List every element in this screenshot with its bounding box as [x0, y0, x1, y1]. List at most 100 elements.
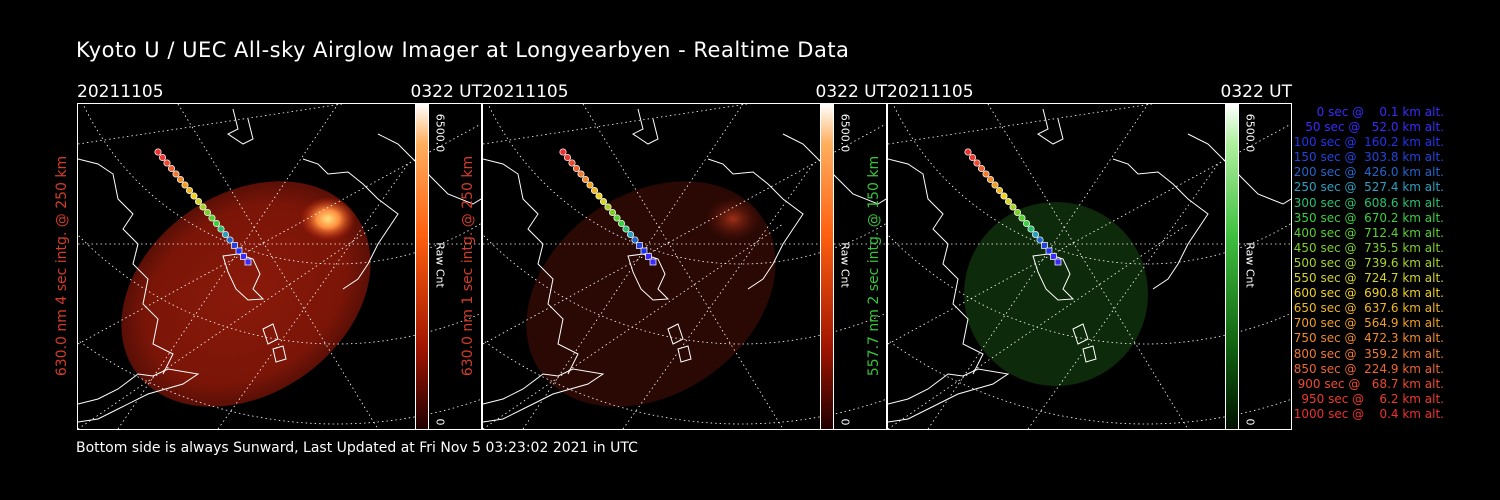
meridian-line [217, 163, 409, 429]
meridian-line [987, 104, 1189, 429]
legend-item: 550 sec @ 724.7 km alt. [1289, 271, 1444, 286]
trajectory-point [640, 247, 648, 255]
trajectory-point [586, 181, 594, 189]
legend-item: 450 sec @ 735.5 km alt. [1289, 240, 1444, 255]
meridian-line [582, 104, 784, 429]
trajectory-point [190, 192, 198, 200]
trajectory-point [231, 242, 238, 249]
trajectory-point [649, 258, 657, 266]
meridian-line [888, 104, 1155, 145]
panel-1-wavelength-label: 630.0 nm 4 sec intg. @ 250 km [52, 103, 72, 428]
coastline [302, 158, 399, 290]
trajectory-point [240, 253, 247, 260]
legend-item: 700 sec @ 564.9 km alt. [1289, 316, 1444, 331]
panel-2-colorbar-min-text: 0 [838, 418, 852, 426]
coastline [707, 158, 804, 290]
trajectory-legend: 0 sec @ 0.1 km alt. 50 sec @ 52.0 km alt… [1252, 105, 1444, 422]
trajectory-point [185, 186, 194, 195]
legend-item: 950 sec @ 6.2 km alt. [1297, 391, 1444, 406]
trajectory-point [217, 225, 225, 233]
trajectory-point [608, 208, 617, 217]
panel-2-wavelength-label: 630.0 nm 1 sec intg. @ 250 km [458, 103, 478, 428]
trajectory-point [221, 230, 230, 239]
map-overlay [78, 104, 481, 429]
panel-3-sky-map [888, 104, 1291, 429]
coastline [1112, 158, 1209, 290]
trajectory-point [986, 175, 995, 184]
trajectory-point [1027, 225, 1035, 233]
trajectory-point [199, 203, 207, 211]
page-title: Kyoto U / UEC All-sky Airglow Imager at … [76, 38, 850, 62]
coastline [78, 158, 174, 375]
map-overlay [483, 104, 886, 429]
coastline [888, 158, 984, 375]
meridian-line [78, 123, 481, 345]
coastline [78, 368, 200, 423]
map-overlay [888, 104, 1291, 429]
trajectory-point [208, 214, 216, 222]
meridian-line [177, 104, 379, 429]
trajectory-point [235, 247, 243, 255]
coastline [782, 133, 886, 205]
panel-1-time: 0322 UT [410, 82, 483, 102]
panel-2-time: 0322 UT [815, 82, 888, 102]
coastline [377, 133, 481, 205]
trajectory-point [973, 159, 981, 167]
trajectory-point [167, 164, 176, 173]
trajectory-point [181, 181, 189, 189]
coastline [632, 108, 659, 145]
legend-item: 100 sec @ 160.2 km alt. [1289, 135, 1444, 150]
trajectory-point [617, 219, 626, 228]
panel-1-airglow-disk [121, 181, 371, 407]
panel-1-aurora-patch [300, 197, 356, 241]
meridian-line [78, 223, 379, 429]
legend-item: 500 sec @ 739.6 km alt. [1289, 255, 1444, 270]
panel-3-airglow-disk [964, 202, 1148, 386]
trajectory-point [595, 192, 603, 200]
coastline [483, 158, 579, 375]
trajectory-point [154, 148, 162, 156]
panel-1-colorbar-max: 6500.0 [432, 103, 448, 163]
trajectory-point [1022, 219, 1031, 228]
coastline [272, 345, 287, 363]
coastline [667, 323, 684, 345]
panel-1-image[interactable] [77, 103, 482, 430]
panel-3-image[interactable] [887, 103, 1292, 430]
panel-3: 20211105 0322 UT [887, 0, 1292, 440]
panel-1-date: 20211105 [77, 82, 164, 102]
meridian-line [483, 104, 750, 145]
trajectory-point [590, 186, 599, 195]
trajectory-point [568, 159, 576, 167]
coastline [483, 368, 605, 423]
panel-1-wavelength-text: 630.0 nm 4 sec intg. @ 250 km [54, 155, 70, 376]
trajectory-point [968, 153, 977, 162]
panel-1: 20211105 0322 UT [77, 0, 482, 440]
meridian-line [888, 223, 1189, 429]
panel-1-colorbar-max-text: 6500.0 [433, 113, 447, 153]
panel-2-colorbar-min: 0 [837, 412, 853, 432]
legend-item: 250 sec @ 527.4 km alt. [1289, 180, 1444, 195]
trajectory-point [203, 208, 212, 217]
legend-item: 150 sec @ 303.8 km alt. [1289, 150, 1444, 165]
legend-item: 50 sec @ 52.0 km alt. [1297, 120, 1444, 135]
trajectory-point [626, 230, 635, 239]
legend-item: 1000 sec @ 0.4 km alt. [1293, 406, 1444, 421]
meridian-line [483, 123, 886, 345]
trajectory-point [631, 236, 639, 244]
trajectory-point [163, 159, 171, 167]
trajectory-point [577, 170, 585, 178]
trajectory-point [622, 225, 630, 233]
trajectory-point [1050, 253, 1057, 260]
trajectory-point [194, 197, 203, 206]
meridian-line [1027, 163, 1219, 429]
legend-item: 400 sec @ 712.4 km alt. [1289, 225, 1444, 240]
panel-2-image[interactable] [482, 103, 887, 430]
panel-2-colorbar-max-text: 6500.0 [838, 113, 852, 153]
trajectory-point [1036, 236, 1044, 244]
trajectory-point [599, 197, 608, 206]
panel-2-sky-map [483, 104, 886, 429]
coastline [677, 345, 692, 363]
trajectory-point [1009, 203, 1017, 211]
meridian-line [622, 163, 814, 429]
trajectory-point [991, 181, 999, 189]
